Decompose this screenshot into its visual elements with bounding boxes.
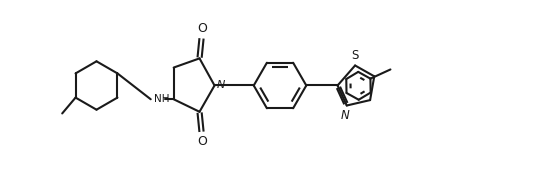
Text: O: O [197, 22, 207, 35]
Text: N: N [341, 109, 350, 122]
Text: O: O [197, 135, 207, 148]
Text: NH: NH [154, 94, 169, 104]
Text: N: N [217, 80, 225, 90]
Text: S: S [351, 49, 359, 62]
